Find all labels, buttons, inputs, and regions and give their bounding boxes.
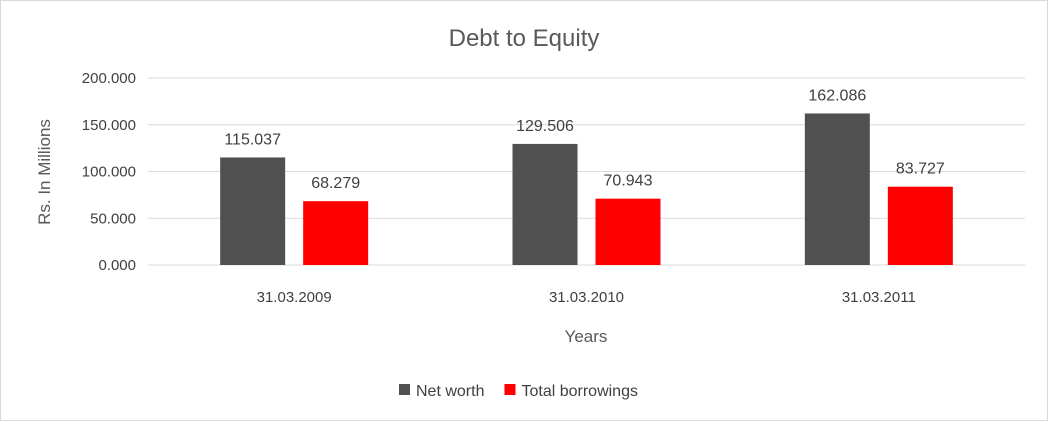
data-labels: 115.037 68.279 129.506 70.943 162.086 83.727 xyxy=(224,87,945,192)
bar xyxy=(512,143,578,265)
data-label: 83.727 xyxy=(896,161,945,178)
y-axis-ticks: 0.000 50.000 100.000 150.000 200.000 xyxy=(82,70,136,274)
bar xyxy=(220,157,286,265)
x-axis-ticks: 31.03.2009 31.03.2010 31.03.2011 xyxy=(257,289,916,306)
x-tick-label: 31.03.2011 xyxy=(842,289,916,306)
y-tick-label: 50.000 xyxy=(90,210,136,227)
y-tick-label: 100.000 xyxy=(82,164,136,181)
bars xyxy=(220,113,953,266)
legend-label: Net worth xyxy=(416,383,484,400)
x-tick-label: 31.03.2009 xyxy=(257,289,332,306)
data-label: 70.943 xyxy=(604,173,653,190)
y-tick-label: 150.000 xyxy=(82,117,136,134)
y-tick-label: 0.000 xyxy=(98,257,136,274)
legend-swatch xyxy=(504,384,516,395)
legend-swatch xyxy=(399,384,410,395)
data-label: 162.086 xyxy=(808,87,866,104)
data-label: 68.279 xyxy=(311,175,360,192)
chart-title: Debt to Equity xyxy=(449,25,600,52)
bar xyxy=(303,201,369,265)
gridlines xyxy=(148,77,1025,266)
bar xyxy=(804,113,870,266)
legend: Net worth Total borrowings xyxy=(399,383,638,400)
data-label: 115.037 xyxy=(224,131,281,148)
bar xyxy=(887,186,953,265)
y-tick-label: 200.000 xyxy=(82,70,136,87)
x-axis-title: Years xyxy=(565,327,608,346)
data-label: 129.506 xyxy=(516,118,574,135)
x-tick-label: 31.03.2010 xyxy=(549,289,624,306)
legend-label: Total borrowings xyxy=(521,383,638,400)
bar xyxy=(595,198,661,265)
y-axis-title: Rs. In Millions xyxy=(35,119,54,225)
